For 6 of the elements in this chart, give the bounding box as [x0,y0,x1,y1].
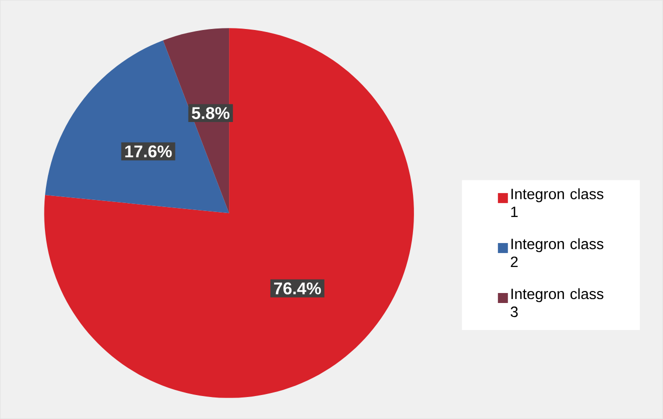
legend-label: Integron class 1 [511,188,604,217]
data-label: 17.6% [125,145,172,158]
data-label: 76.4% [274,282,321,294]
legend-label: Integron class 3 [510,288,604,318]
legend-label: Integron class 2 [510,238,604,267]
data-label: 5.8% [192,107,230,119]
